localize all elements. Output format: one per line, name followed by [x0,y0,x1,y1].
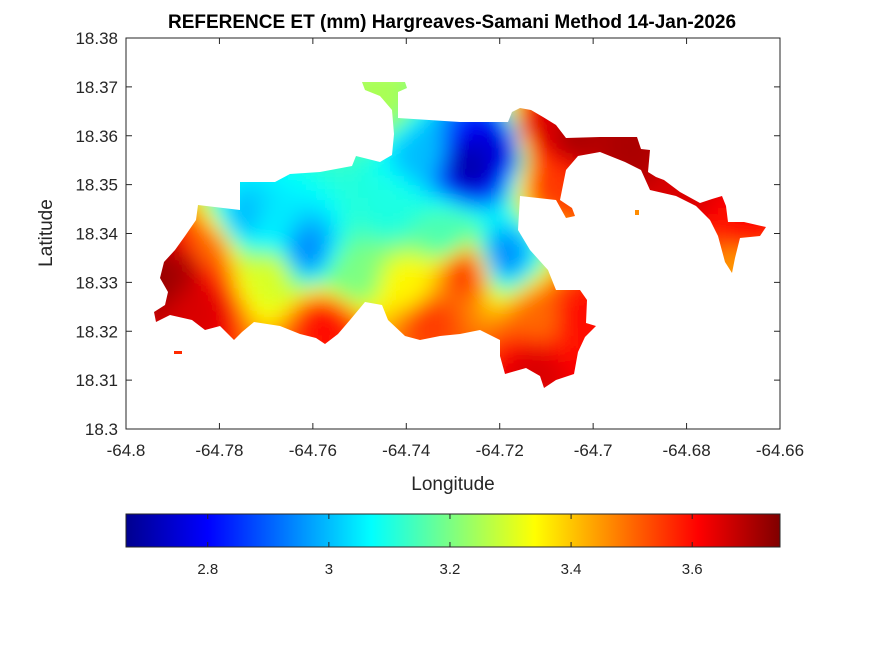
colorbar-tick-label: 3.4 [561,561,582,578]
y-tick-label: 18.35 [75,176,118,195]
heat-cell [368,82,382,92]
heat-cell [378,82,392,92]
heat-cell [538,378,552,388]
x-tick-label: -64.74 [382,441,430,460]
y-tick-label: 18.38 [75,29,118,48]
chart-title: REFERENCE ET (mm) Hargreaves-Samani Meth… [168,12,736,33]
x-tick-label: -64.72 [476,441,524,460]
colorbar-ticks: 2.8 3 3.2 3.4 3.6 [197,514,703,578]
y-tick-label: 18.32 [75,322,118,341]
y-tick-label: 18.37 [75,78,118,97]
x-tick-label: -64.7 [574,441,613,460]
y-axis: 18.3 18.31 18.32 18.33 18.34 18.35 18.36 18.37 1… [75,29,780,439]
heat-cell [398,82,412,92]
heat-cell [358,82,372,92]
colorbar-tick-label: 3 [325,561,333,578]
y-tick-label: 18.33 [75,273,118,292]
x-tick-label: -64.66 [756,441,804,460]
y-tick-label: 18.36 [75,127,118,146]
data-speck [174,351,182,354]
colorbar-tick-label: 3.2 [440,561,461,578]
x-tick-label: -64.78 [195,441,243,460]
colorbar [125,513,781,548]
x-tick-label: -64.8 [107,441,146,460]
data-speck [635,210,639,215]
colorbar-tick-label: 2.8 [197,561,218,578]
colorbar-tick-label: 3.6 [682,561,703,578]
y-axis-label: Latitude [36,199,57,267]
x-axis: -64.8 -64.78 -64.76 -64.74 -64.72 -64.7 -64.68… [107,38,804,460]
y-tick-label: 18.31 [75,371,118,390]
x-axis-label: Longitude [411,474,494,495]
y-tick-label: 18.34 [75,225,118,244]
x-tick-label: -64.68 [662,441,710,460]
x-tick-label: -64.76 [289,441,337,460]
heat-cell [388,82,402,92]
y-tick-label: 18.3 [85,420,118,439]
